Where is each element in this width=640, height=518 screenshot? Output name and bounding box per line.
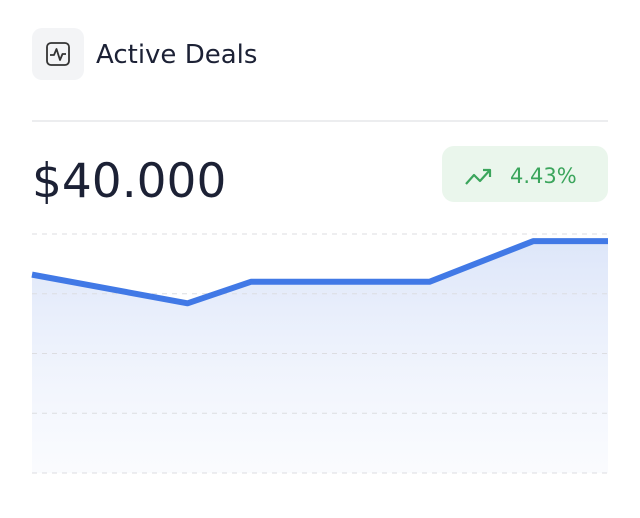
change-badge [442,146,608,202]
amount: $40.000 [32,154,226,209]
trend-icon [465,169,491,185]
change-value: 4.43% [510,164,577,188]
icon-frame [46,42,70,66]
pulse-icon [50,48,66,61]
area-fill [32,241,608,473]
line [31,238,608,307]
card-title: Active Deals [96,40,257,70]
chart [31,233,608,474]
trend-arrowhead [483,168,492,177]
